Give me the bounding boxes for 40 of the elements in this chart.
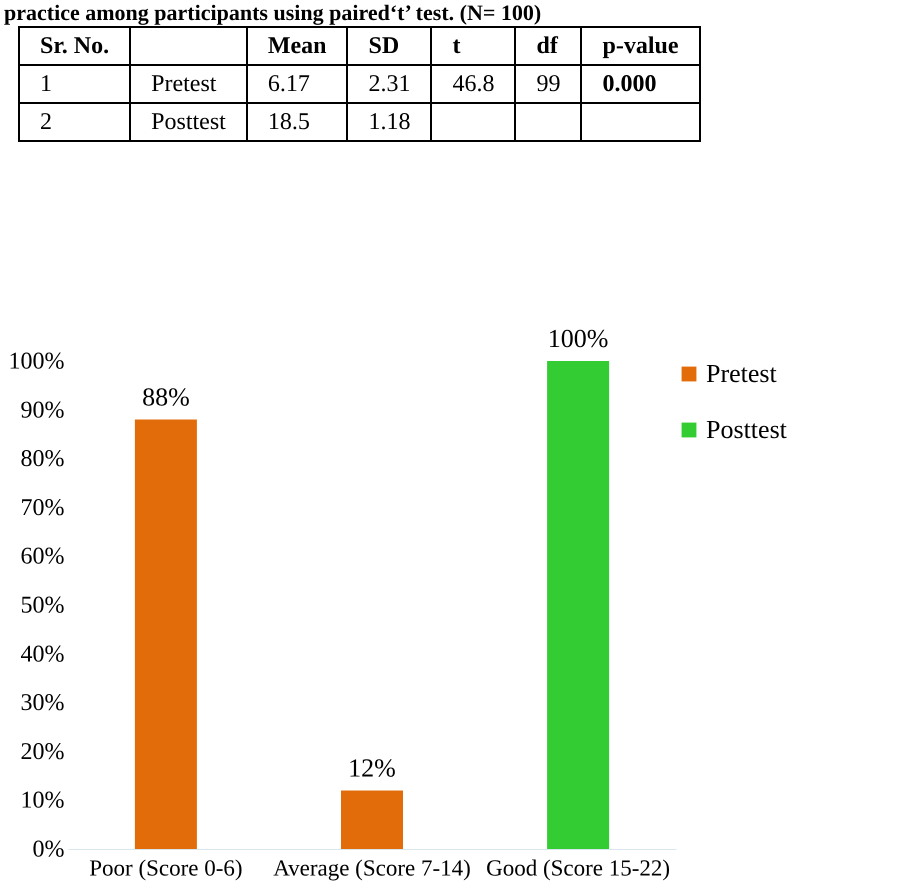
y-tick-label: 20% [20, 738, 64, 765]
y-tick-label: 70% [20, 494, 64, 521]
legend-label: Pretest [706, 359, 778, 388]
text: 6.17 [246, 65, 348, 103]
y-tick-label: 60% [20, 544, 64, 570]
text: Mean [246, 27, 348, 65]
y-tick-label: 40% [20, 641, 64, 668]
data-label: 88% [142, 382, 190, 412]
text: 99 [515, 65, 582, 103]
bar [547, 361, 610, 849]
bar [134, 420, 197, 849]
text: practice among participants using paired‘t’ test. (N= 100) [4, 0, 542, 26]
y-tick-label: 0% [32, 836, 64, 862]
y-tick-label: 100% [8, 348, 64, 374]
legend-label: Posttest [706, 415, 788, 444]
data-label: 100% [548, 324, 608, 353]
text: Sr. No. [19, 27, 130, 65]
text: 2 [19, 103, 130, 141]
y-tick-label: 50% [20, 592, 64, 618]
text: Pretest [130, 65, 247, 103]
y-tick-label: 10% [20, 788, 64, 814]
x-tick-label: Good (Score 15-22) [486, 856, 670, 880]
text: t [431, 27, 516, 65]
text: Posttest [130, 103, 247, 141]
y-tick-label: 90% [20, 397, 64, 424]
text: SD [347, 27, 432, 65]
y-tick-label: 30% [20, 690, 64, 716]
text: 46.8 [431, 65, 516, 103]
x-tick-label: Poor (Score 0-6) [89, 856, 243, 880]
text: 18.5 [246, 103, 348, 141]
y-tick-label: 80% [20, 446, 64, 472]
x-tick-label: Average (Score 7-14) [273, 856, 471, 880]
text: df [515, 27, 582, 65]
text: 1 [19, 65, 130, 103]
text: 2.31 [347, 65, 432, 103]
bar [341, 790, 403, 849]
text: 1.18 [347, 103, 432, 141]
text: p-value [581, 27, 700, 65]
data-label: 12% [348, 753, 396, 782]
text: 0.000 [581, 65, 700, 103]
